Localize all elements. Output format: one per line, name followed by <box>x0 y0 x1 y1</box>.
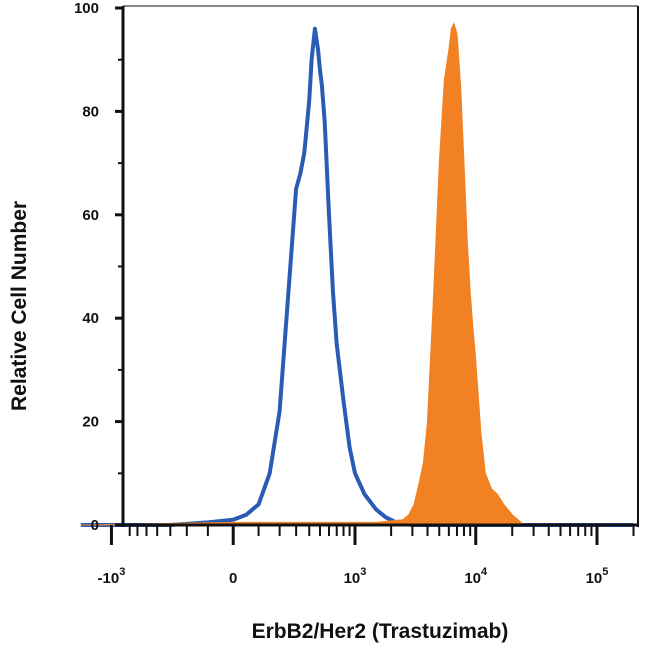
x-tick-label: -103 <box>98 566 126 587</box>
y-axis: 0 20 40 60 80 100 <box>74 0 123 534</box>
x-axis: -103 0 103 104 105 <box>98 525 635 587</box>
x-tick-label: 103 <box>344 566 367 587</box>
y-tick-label: 20 <box>82 414 99 431</box>
plot-series <box>80 22 634 527</box>
x-tick-label: 104 <box>464 566 488 587</box>
x-tick-label: 0 <box>229 570 237 587</box>
plot-frame <box>121 5 639 527</box>
series-1-filled-histogram <box>80 22 634 526</box>
series-0-outline-histogram <box>80 26 634 527</box>
y-tick-label: 0 <box>91 517 99 534</box>
x-axis-title: ErbB2/Her2 (Trastuzimab) <box>252 620 509 643</box>
y-tick-label: 40 <box>82 310 99 327</box>
y-axis-title: Relative Cell Number <box>8 201 31 411</box>
y-tick-label: 60 <box>82 207 99 224</box>
y-tick-label: 80 <box>82 103 99 120</box>
x-tick-label: 105 <box>586 566 609 587</box>
y-tick-label: 100 <box>74 0 99 17</box>
